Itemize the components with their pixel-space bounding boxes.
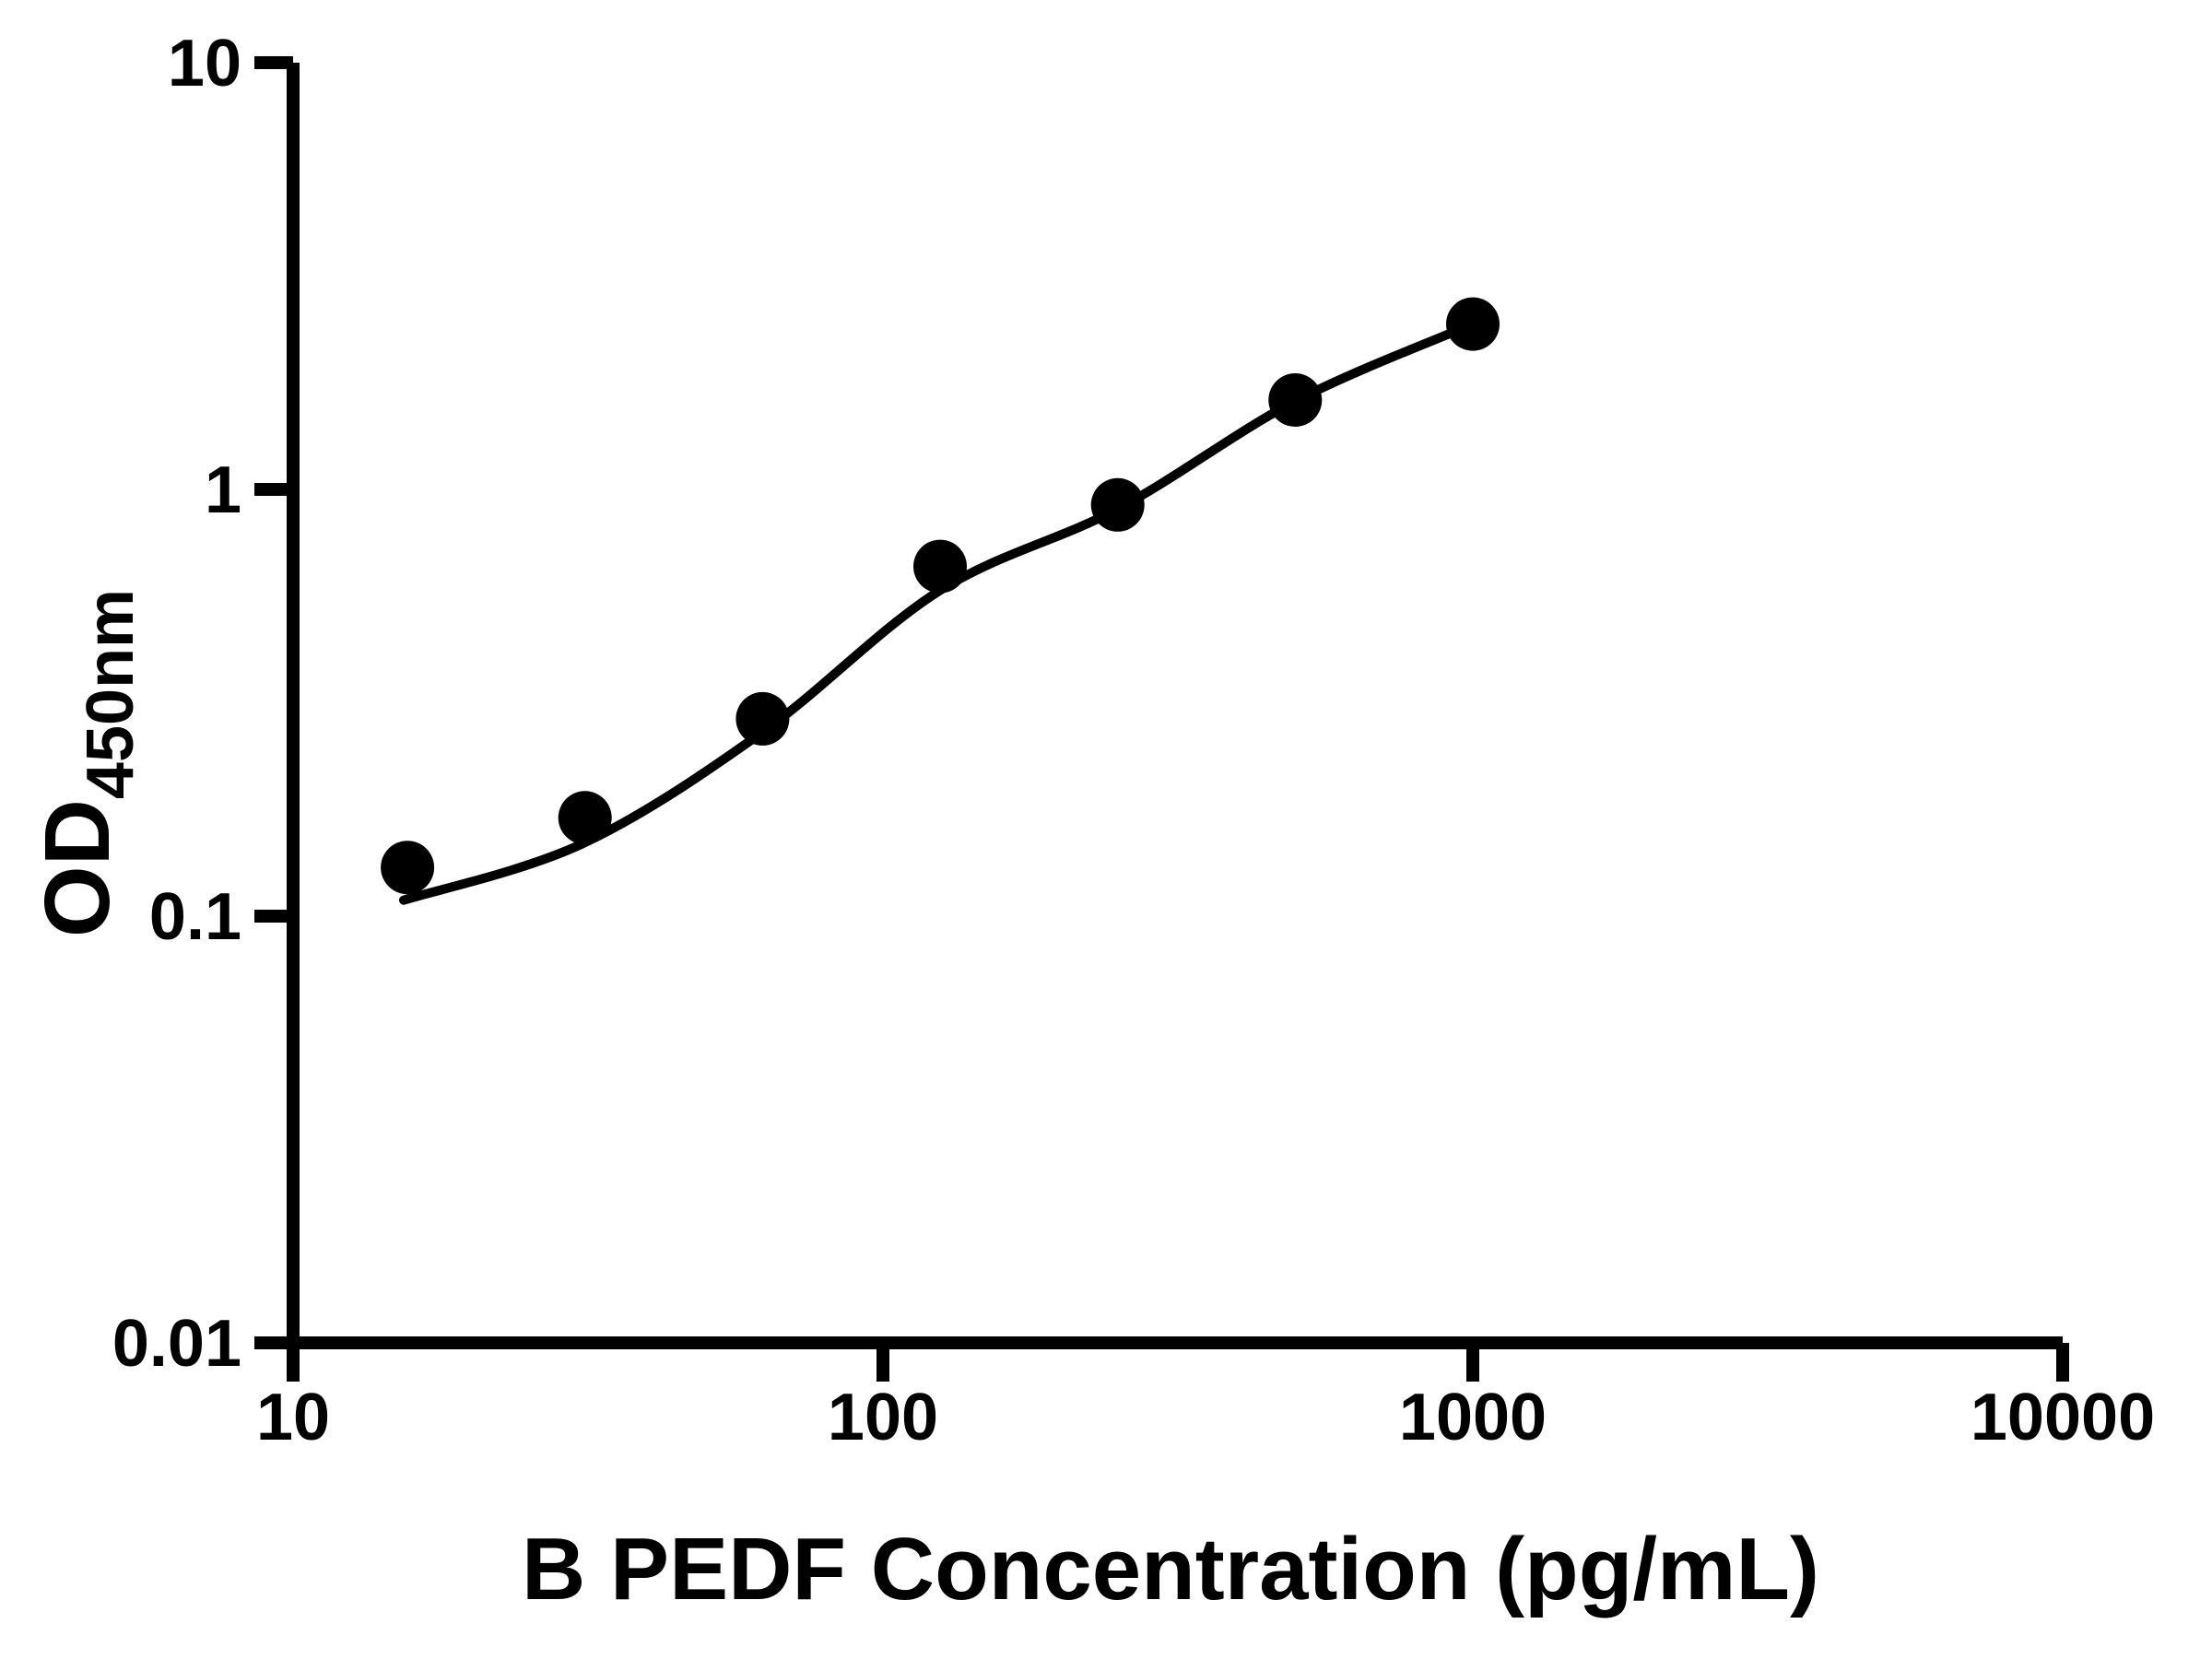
data-point [1268, 373, 1323, 427]
data-point [735, 691, 790, 746]
x-tick-label: 10000 [1971, 1381, 2155, 1454]
data-point [1090, 477, 1145, 532]
y-tick-label: 0.01 [112, 1307, 241, 1381]
x-tick-label: 10 [256, 1381, 330, 1454]
x-axis-title: B PEDF Concentration (pg/mL) [522, 1520, 1819, 1618]
data-point [381, 841, 435, 895]
data-point [1446, 297, 1500, 351]
y-axis-title: OD450nm [26, 589, 147, 937]
y-tick-label: 0.1 [149, 880, 241, 954]
data-point [913, 539, 967, 594]
x-tick-label: 1000 [1399, 1381, 1547, 1454]
y-tick-label: 10 [168, 27, 241, 100]
data-point [558, 791, 612, 845]
y-tick-label: 1 [205, 453, 241, 527]
x-tick-label: 100 [828, 1381, 938, 1454]
